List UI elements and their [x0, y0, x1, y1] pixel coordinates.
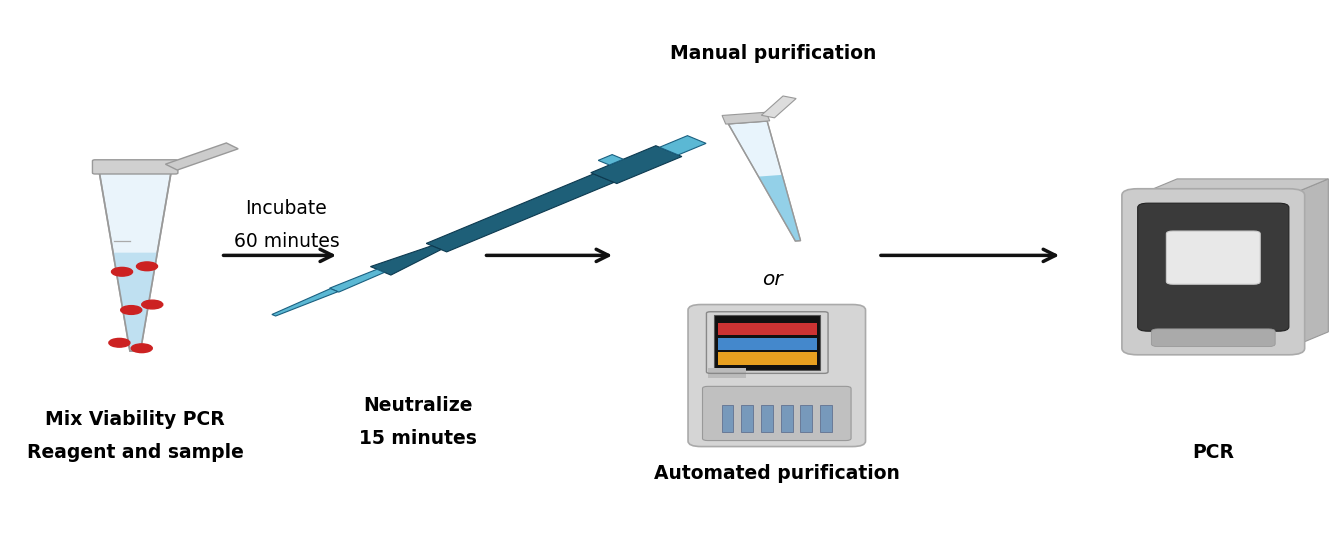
- Text: PCR: PCR: [1192, 442, 1234, 462]
- Text: Automated purification: Automated purification: [655, 464, 900, 483]
- Polygon shape: [427, 174, 615, 252]
- Polygon shape: [1137, 179, 1328, 195]
- Bar: [717, 323, 817, 335]
- Bar: [781, 405, 793, 433]
- Text: Mix Viability PCR: Mix Viability PCR: [45, 410, 225, 429]
- Polygon shape: [165, 143, 239, 170]
- Circle shape: [141, 300, 163, 309]
- Polygon shape: [758, 175, 801, 241]
- FancyBboxPatch shape: [92, 160, 177, 174]
- Polygon shape: [599, 155, 624, 165]
- Text: Incubate: Incubate: [245, 199, 327, 219]
- FancyBboxPatch shape: [702, 386, 850, 440]
- Bar: [717, 338, 817, 350]
- Text: Neutralize: Neutralize: [363, 396, 473, 415]
- Polygon shape: [761, 96, 796, 118]
- Text: or: or: [762, 271, 784, 289]
- Polygon shape: [722, 112, 769, 124]
- Bar: [717, 352, 817, 365]
- FancyBboxPatch shape: [688, 305, 865, 446]
- Circle shape: [121, 306, 141, 315]
- Polygon shape: [99, 171, 172, 351]
- Text: 15 minutes: 15 minutes: [359, 429, 477, 448]
- Polygon shape: [591, 145, 682, 183]
- Polygon shape: [728, 121, 801, 241]
- Bar: [800, 405, 812, 433]
- Bar: [721, 405, 733, 433]
- Bar: [761, 405, 773, 433]
- Text: Manual purification: Manual purification: [669, 44, 876, 63]
- Circle shape: [109, 338, 129, 347]
- Text: Reagent and sample: Reagent and sample: [27, 442, 244, 462]
- FancyBboxPatch shape: [1137, 203, 1289, 331]
- Polygon shape: [1289, 179, 1328, 348]
- Polygon shape: [371, 246, 441, 275]
- Circle shape: [112, 267, 132, 276]
- FancyBboxPatch shape: [1166, 231, 1260, 284]
- Polygon shape: [329, 270, 384, 292]
- Bar: [714, 315, 820, 370]
- FancyBboxPatch shape: [1152, 329, 1276, 346]
- Bar: [820, 405, 832, 433]
- Circle shape: [136, 262, 157, 271]
- Bar: [741, 405, 753, 433]
- Polygon shape: [113, 253, 157, 351]
- FancyBboxPatch shape: [1122, 189, 1305, 355]
- Polygon shape: [272, 289, 337, 316]
- Circle shape: [131, 344, 152, 352]
- Text: 60 minutes: 60 minutes: [233, 232, 340, 251]
- Polygon shape: [660, 136, 706, 155]
- Bar: [708, 368, 745, 378]
